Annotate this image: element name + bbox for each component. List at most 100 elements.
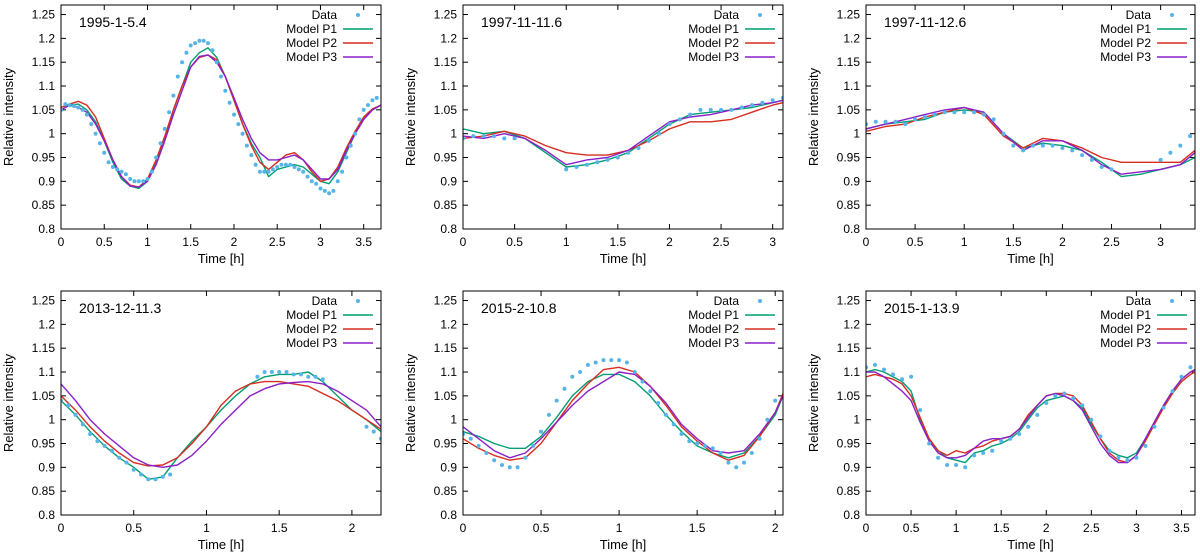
y-tick-label: 0.8 xyxy=(440,222,457,236)
series-line-model-p1 xyxy=(61,371,381,480)
data-point xyxy=(197,38,202,43)
x-tick-label: 2 xyxy=(1059,235,1066,249)
legend-label: Data xyxy=(714,8,740,22)
legend-label: Model P2 xyxy=(1100,322,1151,336)
legend-marker-data xyxy=(758,299,762,303)
data-point xyxy=(636,146,641,150)
data-point xyxy=(936,455,941,460)
data-point xyxy=(972,453,977,458)
data-point xyxy=(909,374,914,379)
panel-title: 1997-11-11.6 xyxy=(481,14,562,30)
data-point xyxy=(110,165,115,169)
data-point xyxy=(564,167,569,172)
data-point xyxy=(353,131,358,136)
y-tick-label: 1.25 xyxy=(837,8,861,22)
data-point xyxy=(922,115,927,119)
x-tick-label: 2.5 xyxy=(713,235,730,249)
y-tick-label: 0.8 xyxy=(38,222,55,236)
y-tick-label: 0.95 xyxy=(32,151,56,165)
y-tick-label: 0.8 xyxy=(38,508,55,522)
data-point xyxy=(1089,417,1094,422)
legend-label: Model P2 xyxy=(688,322,739,336)
x-tick-label: 3 xyxy=(769,235,776,249)
data-point xyxy=(279,162,284,167)
data-point xyxy=(95,439,100,444)
data-point xyxy=(370,98,375,103)
data-point xyxy=(640,379,645,384)
data-point xyxy=(106,160,111,165)
data-point xyxy=(962,110,967,115)
y-tick-label: 1 xyxy=(450,413,457,427)
y-tick-label: 0.85 xyxy=(32,484,56,498)
y-tick-label: 1.05 xyxy=(32,389,56,403)
data-point xyxy=(364,424,369,429)
data-point xyxy=(132,179,137,184)
data-point xyxy=(1170,389,1175,394)
data-point xyxy=(595,160,600,165)
data-point xyxy=(578,370,583,374)
data-point xyxy=(1107,448,1112,453)
legend-marker-data xyxy=(1170,13,1174,17)
series-line-model-p3 xyxy=(61,380,381,468)
data-point xyxy=(193,41,198,46)
x-tick-label: 3.5 xyxy=(1173,521,1190,535)
x-tick-label: 1 xyxy=(616,521,623,535)
data-point xyxy=(206,41,210,46)
x-axis-title: Time [h] xyxy=(1007,537,1053,552)
data-point xyxy=(1179,374,1184,379)
x-tick-label: 0.5 xyxy=(506,235,523,249)
data-point xyxy=(1109,167,1114,172)
x-tick-label: 2 xyxy=(349,521,356,535)
data-point xyxy=(952,110,957,115)
y-tick-label: 1.25 xyxy=(434,8,458,22)
legend-label: Model P3 xyxy=(688,50,739,64)
data-point xyxy=(223,88,228,93)
y-tick-label: 1.1 xyxy=(843,79,860,93)
data-point xyxy=(1040,143,1045,148)
series-line-model-p3 xyxy=(463,371,783,459)
data-point xyxy=(624,360,629,365)
x-tick-label: 1 xyxy=(144,235,151,249)
data-point xyxy=(153,477,158,482)
data-point xyxy=(371,429,376,434)
data-point xyxy=(1080,153,1085,158)
data-point xyxy=(546,412,551,417)
data-point xyxy=(584,162,589,167)
data-point xyxy=(671,422,676,427)
y-tick-label: 1.25 xyxy=(434,294,458,308)
x-tick-label: 0.5 xyxy=(907,235,924,249)
data-point xyxy=(770,98,775,103)
x-tick-label: 2 xyxy=(231,235,238,249)
plot-frame xyxy=(865,4,1196,230)
data-point xyxy=(609,358,614,363)
data-point xyxy=(708,107,713,112)
y-tick-label: 1.05 xyxy=(434,389,458,403)
data-point xyxy=(374,95,379,100)
data-point xyxy=(531,443,536,448)
data-point xyxy=(972,110,976,115)
data-point xyxy=(585,362,590,367)
data-point xyxy=(1050,143,1055,148)
legend-label: Data xyxy=(312,294,338,308)
data-point xyxy=(601,358,606,363)
data-point xyxy=(726,460,731,465)
data-point xyxy=(656,401,661,405)
data-point xyxy=(760,100,765,105)
chart-panel-4: 0.8 0.85 0.9 0.95 1 1.05 1.1 1.15 1.2 1.25 0 0.5 1 1.… xyxy=(1,290,382,552)
series-line-model-p2 xyxy=(866,106,1195,164)
x-tick-label: 1.5 xyxy=(609,235,626,249)
legend-label: Model P3 xyxy=(688,336,739,350)
chart-panel-6: 0.8 0.85 0.9 0.95 1 1.05 1.1 1.15 1.2 1.25 0 0.5 1 1.… xyxy=(806,290,1196,552)
data-point xyxy=(167,110,172,115)
data-point xyxy=(1158,157,1163,162)
data-point xyxy=(677,117,682,122)
legend-marker-data xyxy=(758,13,762,17)
data-point xyxy=(1044,401,1049,405)
legend-marker-data xyxy=(1170,299,1174,303)
data-point xyxy=(1116,455,1121,460)
legend-label: Model P3 xyxy=(286,50,337,64)
y-tick-label: 1 xyxy=(48,127,55,141)
x-axis-title: Time [h] xyxy=(600,251,646,266)
data-point xyxy=(688,112,693,117)
x-tick-label: 1 xyxy=(961,235,968,249)
